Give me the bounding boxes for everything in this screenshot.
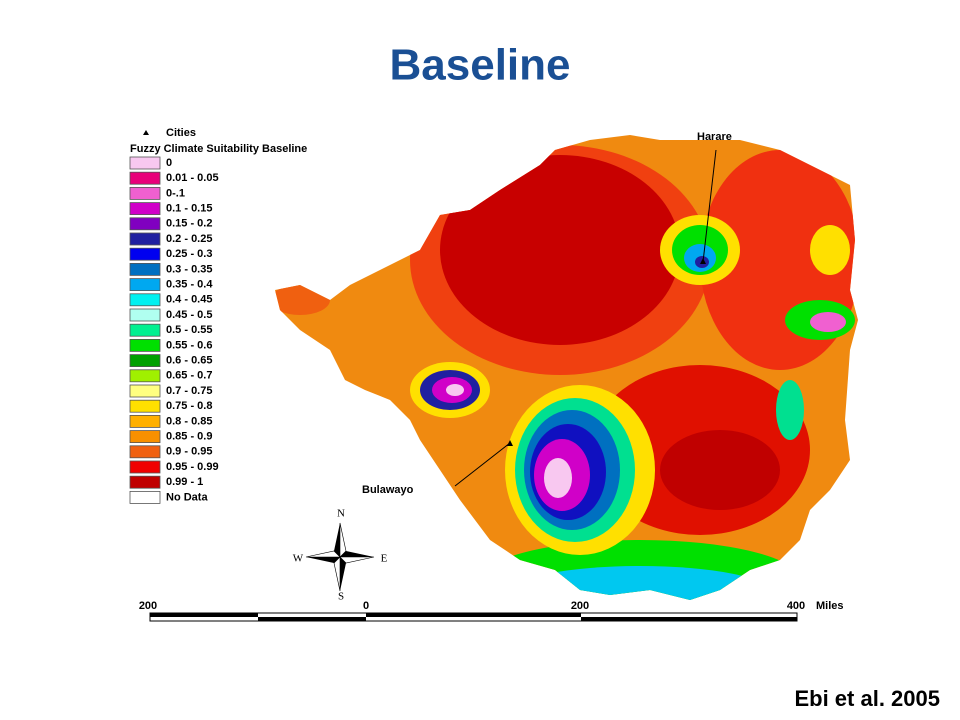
compass-n: N — [337, 508, 345, 520]
legend-swatch — [129, 186, 161, 200]
scale-label: 400 — [787, 600, 805, 612]
citation: Ebi et al. 2005 — [794, 686, 940, 711]
legend-swatch — [129, 414, 161, 428]
legend-label: No Data — [166, 491, 208, 503]
compass-e: E — [381, 553, 388, 565]
legend-label: 0.8 - 0.85 — [166, 415, 212, 427]
legend-swatch — [129, 460, 161, 474]
legend-swatch — [129, 338, 161, 352]
city-symbol — [143, 130, 149, 135]
legend-cities: Cities — [166, 127, 196, 139]
legend-swatch — [129, 217, 161, 231]
legend-swatch — [129, 399, 161, 413]
legend-label: 0.6 - 0.65 — [166, 355, 212, 367]
legend-label: 0.2 - 0.25 — [166, 233, 212, 245]
legend-title: Fuzzy Climate Suitability Baseline — [130, 143, 307, 155]
legend-label: 0.01 - 0.05 — [166, 172, 219, 184]
scale-unit: Miles — [816, 600, 844, 612]
legend-label: 0.25 - 0.3 — [166, 248, 212, 260]
title: Baseline — [390, 41, 571, 90]
legend-label: 0.4 - 0.45 — [166, 294, 212, 306]
legend-swatch — [129, 293, 161, 307]
legend-label: 0.65 - 0.7 — [166, 370, 212, 382]
legend-swatch — [129, 156, 161, 170]
legend-swatch — [129, 308, 161, 322]
legend-swatch — [129, 490, 161, 504]
legend-label: 0.99 - 1 — [166, 476, 203, 488]
city-label: Harare — [697, 131, 732, 143]
legend-label: 0-.1 — [166, 187, 185, 199]
legend-swatch — [129, 384, 161, 398]
compass-w: W — [293, 553, 304, 565]
legend: Cities Fuzzy Climate Suitability Baselin… — [129, 127, 307, 504]
legend-label: 0.15 - 0.2 — [166, 218, 212, 230]
legend-label: 0.45 - 0.5 — [166, 309, 212, 321]
legend-swatch — [129, 232, 161, 246]
legend-swatch — [129, 445, 161, 459]
legend-swatch — [129, 369, 161, 383]
legend-swatch — [129, 475, 161, 489]
city-label: Bulawayo — [362, 484, 414, 496]
legend-label: 0.95 - 0.99 — [166, 461, 219, 473]
legend-swatch — [129, 354, 161, 368]
legend-label: 0.55 - 0.6 — [166, 339, 212, 351]
legend-label: 0.9 - 0.95 — [166, 446, 212, 458]
scale-label: 200 — [571, 600, 589, 612]
legend-label: 0.1 - 0.15 — [166, 203, 212, 215]
legend-label: 0.35 - 0.4 — [166, 279, 213, 291]
legend-swatch — [129, 202, 161, 216]
legend-label: 0.75 - 0.8 — [166, 400, 212, 412]
legend-label: 0.85 - 0.9 — [166, 431, 212, 443]
legend-swatch — [129, 278, 161, 292]
cities: Harare Bulawayo — [362, 131, 732, 496]
legend-label: 0.5 - 0.55 — [166, 324, 212, 336]
legend-label: 0.3 - 0.35 — [166, 263, 212, 275]
map — [275, 135, 858, 600]
legend-swatch — [129, 430, 161, 444]
legend-label: 0 — [166, 157, 172, 169]
legend-swatch — [129, 323, 161, 337]
legend-swatch — [129, 262, 161, 276]
scale-bar: 200 0 200 400 Miles — [139, 600, 844, 622]
compass: N S W E — [293, 508, 388, 603]
legend-swatch — [129, 171, 161, 185]
compass-s: S — [338, 591, 344, 603]
scale-label: 200 — [139, 600, 157, 612]
legend-label: 0.7 - 0.75 — [166, 385, 212, 397]
scale-label: 0 — [363, 600, 369, 612]
legend-swatch — [129, 247, 161, 261]
